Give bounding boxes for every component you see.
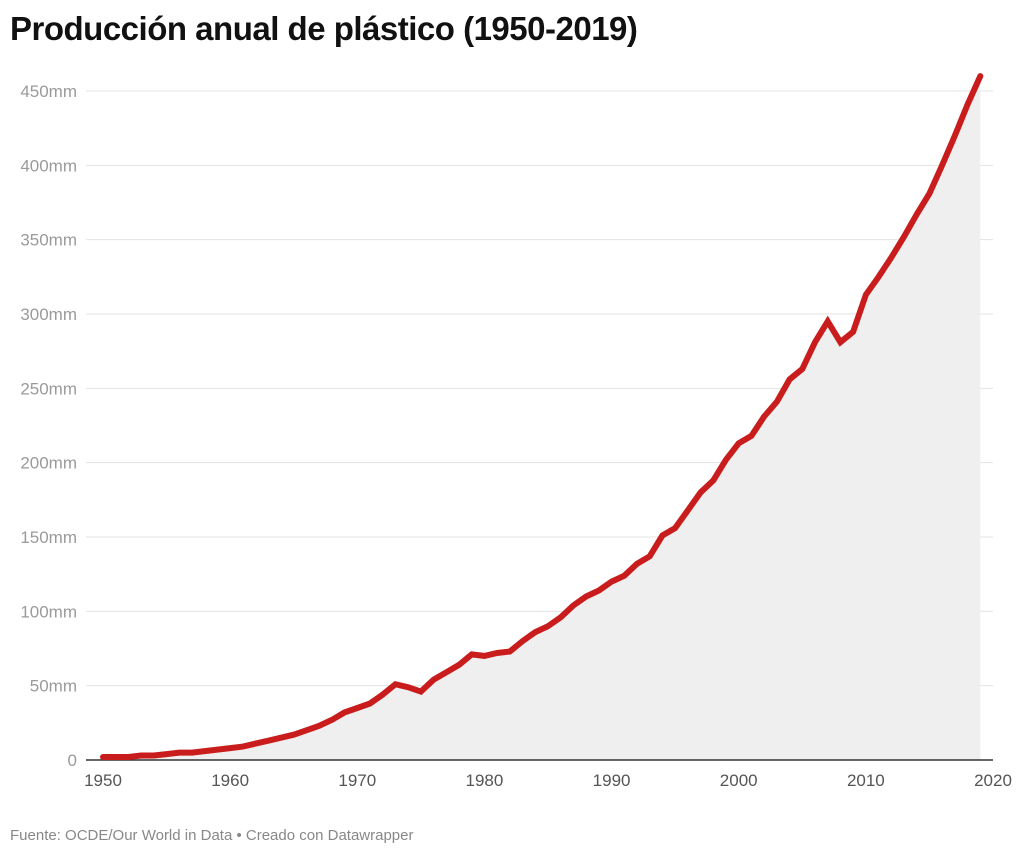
source-footer: Fuente: OCDE/Our World in Data • Creado … xyxy=(10,827,414,844)
y-tick-label: 250mm xyxy=(20,379,77,398)
y-tick-label: 50mm xyxy=(30,677,77,696)
y-axis-labels: 0 50mm 100mm 150mm 200mm 250mm 300mm 350mm 400mm… xyxy=(20,82,77,770)
grid-lines xyxy=(86,90,993,687)
y-tick-label: 0 xyxy=(68,751,77,770)
x-tick-label: 2000 xyxy=(720,771,758,790)
x-tick-label: 1960 xyxy=(211,771,249,790)
x-tick-label: 1950 xyxy=(84,771,122,790)
x-tick-label: 2020 xyxy=(974,771,1012,790)
y-tick-label: 100mm xyxy=(20,602,77,621)
y-tick-label: 450mm xyxy=(20,82,77,101)
x-axis-labels: 1950 1960 1970 1980 1990 2000 2010 2020 xyxy=(84,771,1012,790)
y-tick-label: 200mm xyxy=(20,454,77,473)
series-line xyxy=(100,73,984,760)
x-tick-label: 2010 xyxy=(847,771,885,790)
x-tick-label: 1990 xyxy=(593,771,631,790)
x-tick-label: 1980 xyxy=(466,771,504,790)
y-tick-label: 300mm xyxy=(20,305,77,324)
x-tick-label: 1970 xyxy=(338,771,376,790)
y-tick-label: 150mm xyxy=(20,528,77,547)
chart-title: Producción anual de plástico (1950-2019) xyxy=(10,10,638,47)
area-fill xyxy=(103,76,981,761)
y-tick-label: 400mm xyxy=(20,156,77,175)
y-tick-label: 350mm xyxy=(20,231,77,250)
